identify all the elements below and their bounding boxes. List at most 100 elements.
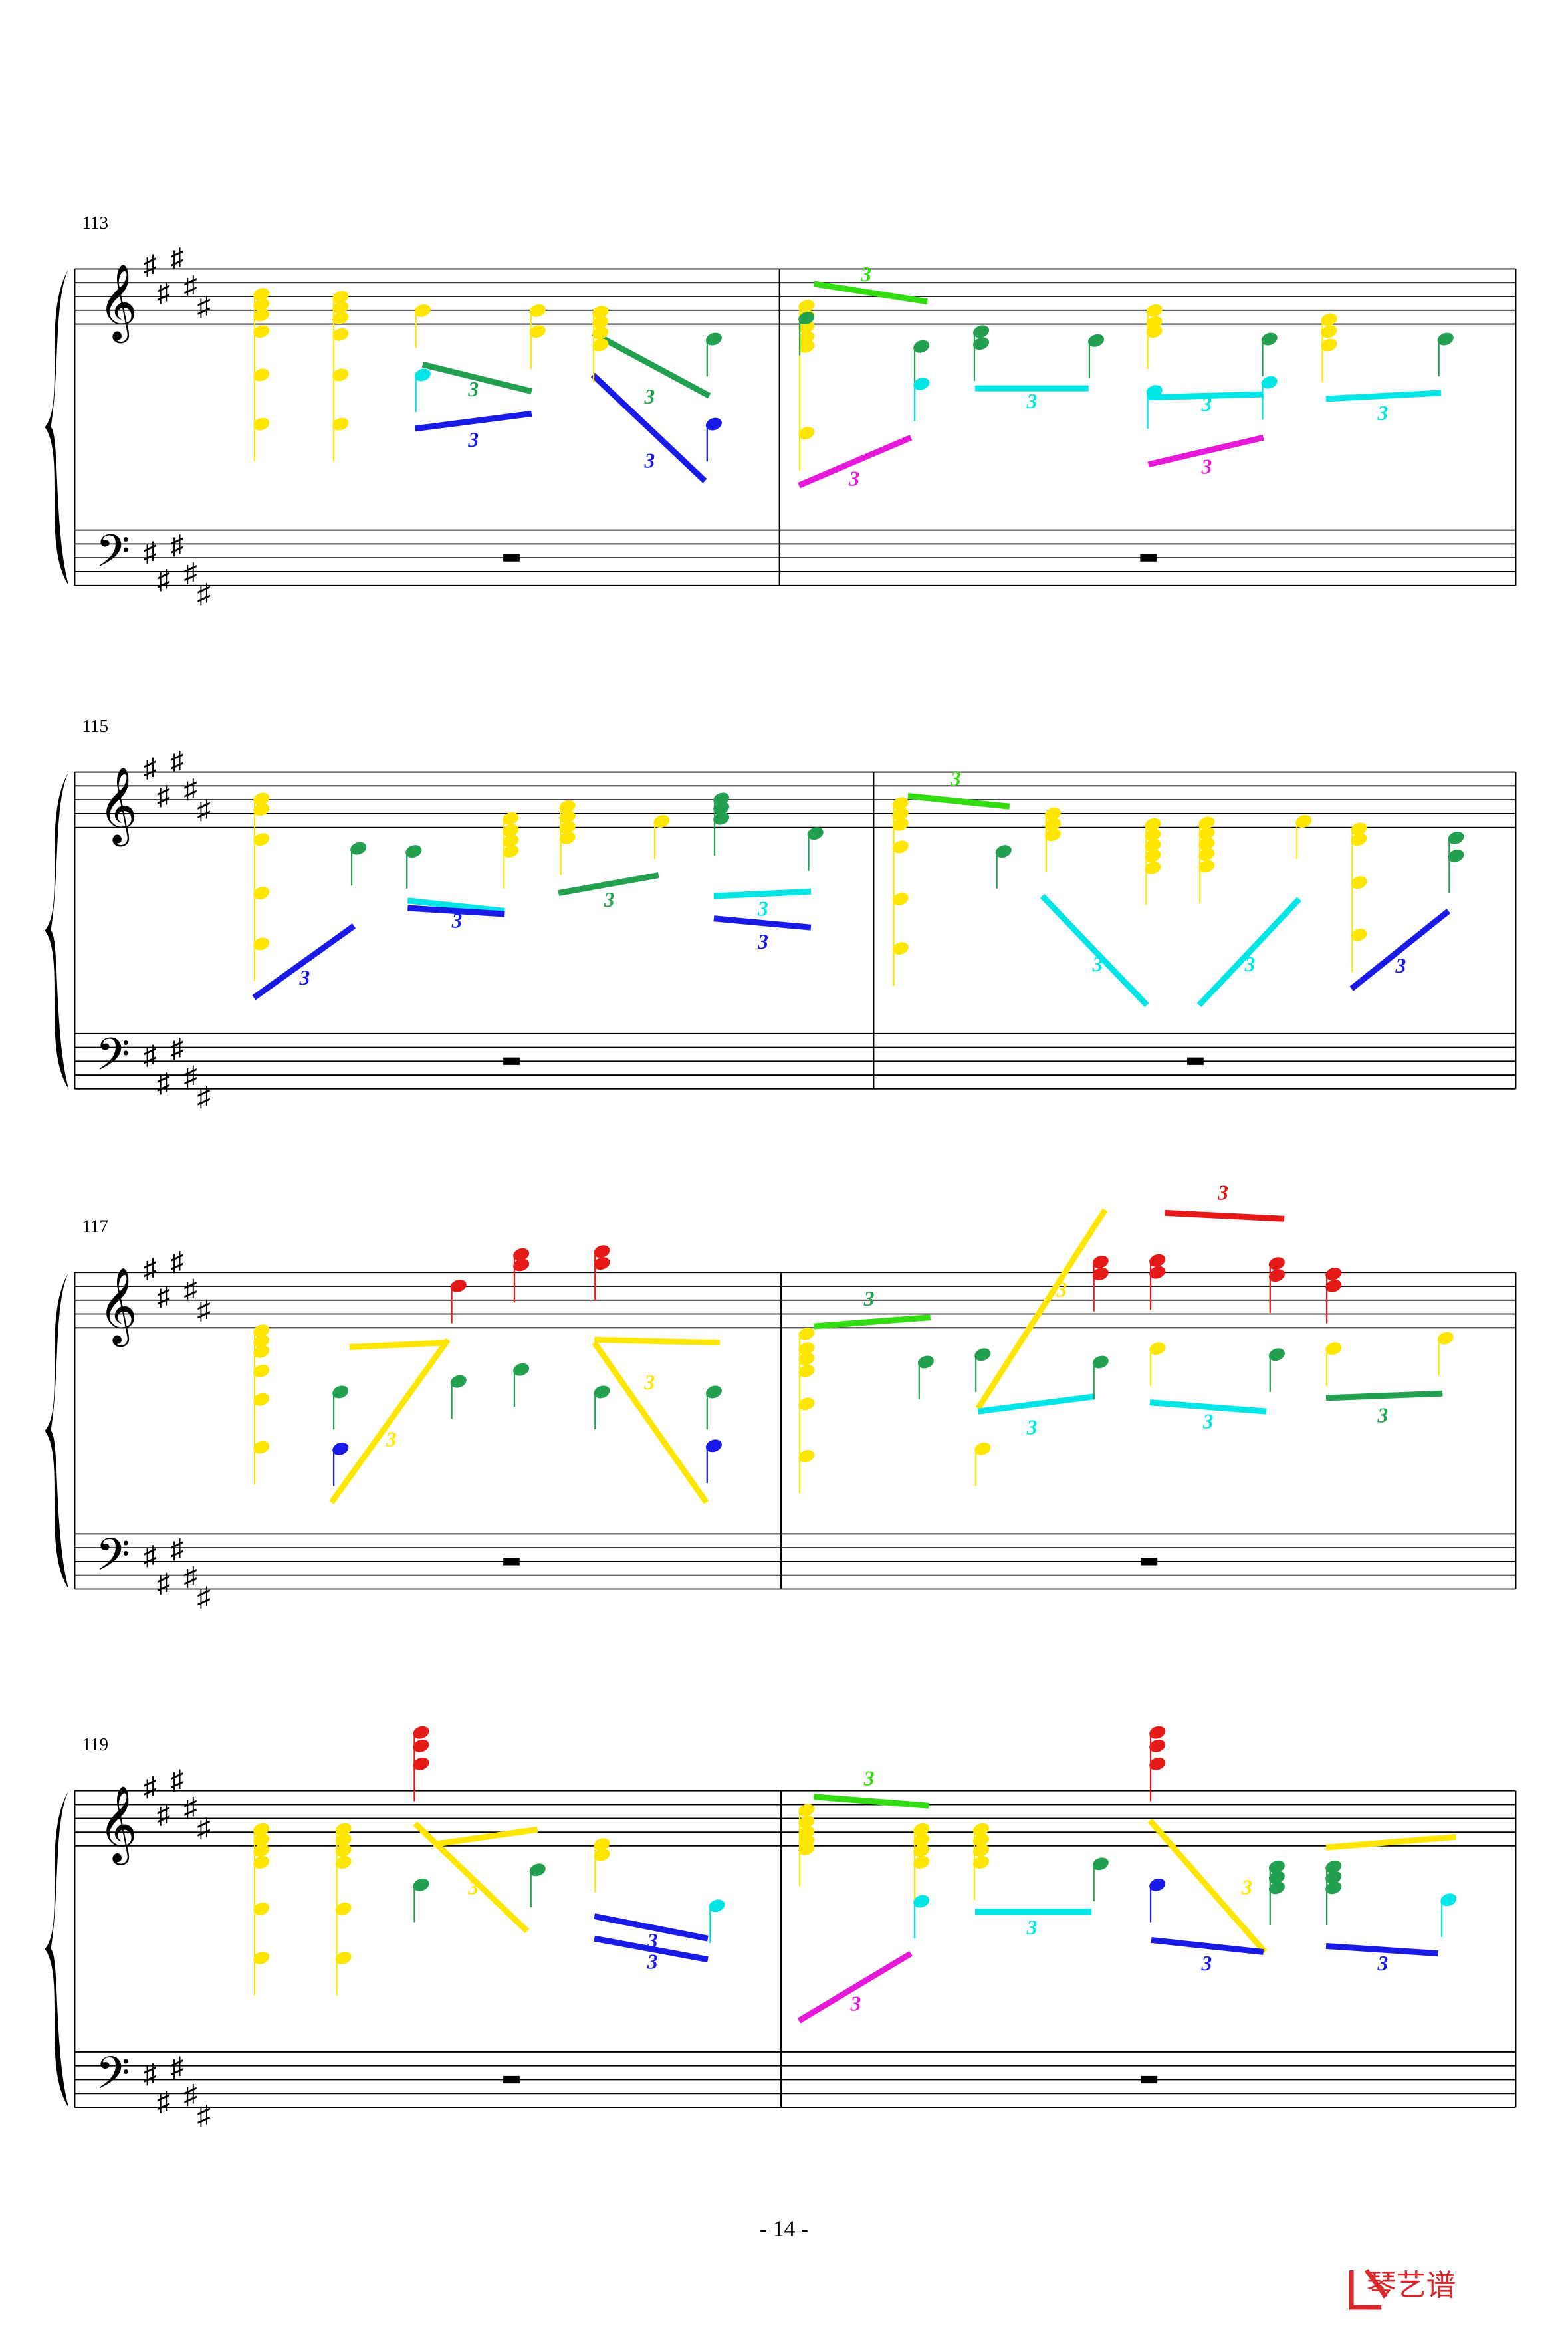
- beam: [1325, 1942, 1438, 1957]
- key-sharp: ♯: [183, 558, 197, 588]
- beam: [1147, 434, 1264, 468]
- beam: [592, 1341, 709, 1504]
- beam: [594, 1935, 709, 1963]
- key-sharp: ♯: [183, 1793, 197, 1823]
- beam: [432, 1826, 538, 1848]
- notehead: [973, 337, 990, 350]
- notehead: [1145, 849, 1161, 862]
- notehead: [253, 368, 270, 382]
- notehead: [253, 887, 270, 899]
- logo-icon: [1349, 2268, 1388, 2310]
- triplet-number: 3: [467, 428, 479, 451]
- notehead: [413, 1757, 429, 1770]
- logo: 琴艺谱: [1367, 2269, 1456, 2302]
- brace: [45, 772, 69, 1089]
- notehead: [414, 368, 431, 382]
- notehead: [450, 1375, 467, 1388]
- notehead: [973, 1823, 990, 1836]
- notehead: [1044, 808, 1061, 820]
- notehead: [1321, 313, 1337, 326]
- notehead: [892, 797, 909, 810]
- key-sharp: ♯: [144, 1772, 157, 1802]
- notehead: [709, 1899, 725, 1913]
- key-sharp: ♯: [197, 1295, 211, 1325]
- whole-rest: [1141, 2075, 1158, 2084]
- notehead: [1321, 338, 1337, 352]
- whole-rest: [1140, 554, 1157, 562]
- notehead: [1092, 1857, 1109, 1871]
- notehead: [253, 1393, 270, 1406]
- notehead: [1145, 861, 1161, 874]
- notehead: [332, 1385, 349, 1399]
- notehead: [529, 1863, 546, 1877]
- whole-rest: [503, 2075, 520, 2084]
- notehead: [413, 1726, 429, 1739]
- notehead: [1149, 1726, 1166, 1739]
- notehead: [1440, 1893, 1457, 1907]
- treble-clef: 𝄞: [98, 1268, 137, 1347]
- beam: [1040, 893, 1149, 1008]
- triplet-number: 3: [757, 897, 768, 921]
- treble-clef: 𝄞: [98, 265, 137, 344]
- notehead: [973, 325, 990, 338]
- notehead: [405, 845, 422, 858]
- notehead: [705, 1439, 722, 1453]
- notehead: [335, 1902, 352, 1915]
- notehead: [413, 1739, 429, 1752]
- triplet-number: 3: [1200, 1952, 1212, 1975]
- notehead: [503, 824, 519, 837]
- key-sharp: ♯: [197, 578, 211, 608]
- notehead: [592, 338, 609, 352]
- beam: [814, 1794, 929, 1809]
- notehead: [1044, 818, 1061, 831]
- notehead: [253, 308, 270, 322]
- key-sharp: ♯: [157, 1800, 170, 1829]
- notehead: [798, 1353, 815, 1365]
- key-sharp: ♯: [144, 1254, 157, 1284]
- bass-clef: 𝄢: [96, 1532, 130, 1591]
- beam: [407, 897, 505, 914]
- notehead: [503, 812, 519, 825]
- notehead: [332, 291, 349, 304]
- notehead: [713, 802, 730, 814]
- beam: [975, 1208, 1108, 1411]
- whole-rest: [1187, 1057, 1204, 1065]
- notehead: [1351, 822, 1367, 836]
- notehead: [1092, 1267, 1109, 1280]
- notehead: [253, 288, 270, 301]
- key-sharp: ♯: [157, 1281, 170, 1311]
- triplet-number: 3: [1026, 1415, 1038, 1439]
- notehead: [1092, 1256, 1109, 1268]
- notehead: [1351, 876, 1367, 889]
- notehead: [253, 1833, 270, 1847]
- triplet-number: 3: [647, 1950, 658, 1974]
- triplet-number: 3: [849, 1992, 861, 2016]
- notehead: [503, 845, 519, 858]
- notehead: [253, 792, 270, 806]
- notehead: [253, 1345, 270, 1358]
- notehead: [1351, 833, 1367, 846]
- triplet-number: 3: [950, 767, 961, 790]
- notehead: [503, 834, 519, 848]
- key-sharp: ♯: [197, 1082, 211, 1111]
- notehead: [798, 1815, 815, 1829]
- notehead: [973, 1833, 990, 1847]
- treble-clef: 𝄞: [98, 1787, 137, 1865]
- notehead: [529, 304, 546, 317]
- beam: [1147, 1818, 1268, 1954]
- notehead: [1149, 1739, 1166, 1752]
- beam: [329, 1338, 451, 1504]
- notehead: [1145, 818, 1161, 831]
- notehead: [974, 1442, 991, 1455]
- notehead: [705, 1385, 722, 1399]
- key-sharp: ♯: [157, 278, 170, 308]
- notehead: [798, 1327, 815, 1340]
- notehead: [253, 1823, 270, 1836]
- triplet-number: 3: [1026, 1916, 1038, 1939]
- key-sharp: ♯: [157, 564, 170, 594]
- triplet-number: 3: [643, 449, 655, 473]
- beam: [558, 872, 659, 896]
- notehead: [253, 1335, 270, 1347]
